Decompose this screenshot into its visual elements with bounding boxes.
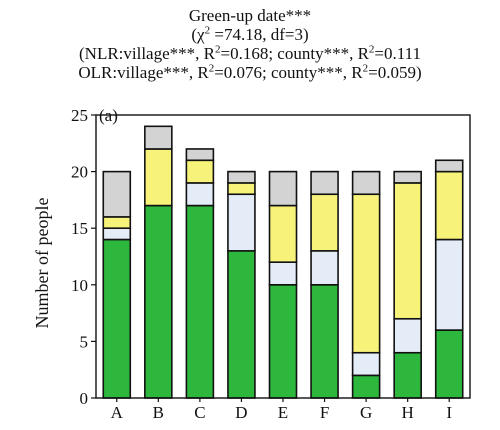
- bar-segment-D-s1: [227, 250, 256, 399]
- y-axis-label: Number of people: [32, 198, 52, 329]
- bar-segment-F-s2: [310, 250, 339, 286]
- bar-segment-A-s1: [102, 238, 132, 399]
- y-tick-label-10: 10: [71, 276, 88, 295]
- bar-segment-G-s2: [351, 351, 381, 377]
- bar-segment-H-s3: [393, 182, 422, 320]
- bar-segment-E-s1: [268, 283, 298, 399]
- bar-segment-C-s4: [185, 148, 215, 162]
- y-tick-label-5: 5: [80, 332, 89, 351]
- x-tick-label-D: D: [235, 403, 247, 422]
- chart-title-block: Green-up date*** (χ2 =74.18, df=3) (NLR:…: [0, 6, 500, 82]
- bar-segment-F-s4: [310, 170, 339, 196]
- x-tick-label-H: H: [402, 403, 414, 422]
- y-tick-label-0: 0: [80, 389, 89, 408]
- bar-segment-A-s4: [102, 170, 132, 218]
- bar-segment-I-s2: [434, 238, 464, 331]
- bar-segment-G-s4: [351, 170, 381, 196]
- x-tick-label-B: B: [153, 403, 164, 422]
- bar-segment-C-s2: [185, 182, 215, 207]
- bar-segment-B-s4: [144, 125, 173, 150]
- x-tick-label-A: A: [111, 403, 124, 422]
- bar-segment-C-s3: [185, 159, 215, 184]
- x-tick-label-I: I: [446, 403, 452, 422]
- chart-subtitle-line-2: (NLR:village***, R2=0.168; county***, R2…: [79, 43, 421, 63]
- bar-segment-D-s2: [227, 193, 256, 252]
- bar-segment-H-s1: [393, 351, 422, 399]
- y-tick-label-15: 15: [71, 219, 88, 238]
- bar-segment-I-s1: [434, 329, 464, 399]
- x-tick-label-E: E: [278, 403, 288, 422]
- bar-segment-A-s2: [102, 227, 132, 241]
- bar-segment-A-s3: [102, 216, 132, 230]
- bar-segment-B-s3: [144, 148, 173, 207]
- x-tick-label-F: F: [320, 403, 329, 422]
- x-tick-label-C: C: [194, 403, 205, 422]
- bar-segment-E-s2: [268, 261, 298, 286]
- axes-layer: A B C D E F G H I 0 5 10 15 20 25: [71, 106, 471, 422]
- y-tick-label-20: 20: [71, 163, 88, 182]
- chart-title: Green-up date***: [188, 6, 312, 25]
- bar-segment-G-s1: [351, 374, 381, 399]
- bar-segment-H-s2: [393, 317, 422, 354]
- bar-segment-I-s4: [434, 159, 464, 173]
- plot-frame: [95, 114, 471, 399]
- x-tick-label-G: G: [360, 403, 372, 422]
- bars-layer: [102, 125, 464, 399]
- bar-segment-D-s4: [227, 170, 256, 184]
- panel-label: (a): [99, 106, 118, 125]
- bar-segment-F-s1: [310, 283, 339, 399]
- bar-segment-D-s3: [227, 182, 256, 196]
- bar-segment-E-s3: [268, 204, 298, 263]
- bar-segment-I-s3: [434, 170, 464, 241]
- bar-segment-B-s1: [144, 204, 173, 399]
- bar-segment-F-s3: [310, 193, 339, 252]
- bar-segment-C-s1: [185, 204, 215, 399]
- bar-segment-E-s4: [268, 170, 298, 207]
- chart-subtitle-line-3: OLR:village***, R2=0.076; county***, R2=…: [78, 62, 422, 82]
- bar-segment-G-s3: [351, 193, 381, 354]
- chart-subtitle-line-1: (χ2 =74.18, df=3): [191, 24, 309, 44]
- y-tick-label-25: 25: [71, 106, 88, 125]
- bar-segment-H-s4: [393, 170, 422, 184]
